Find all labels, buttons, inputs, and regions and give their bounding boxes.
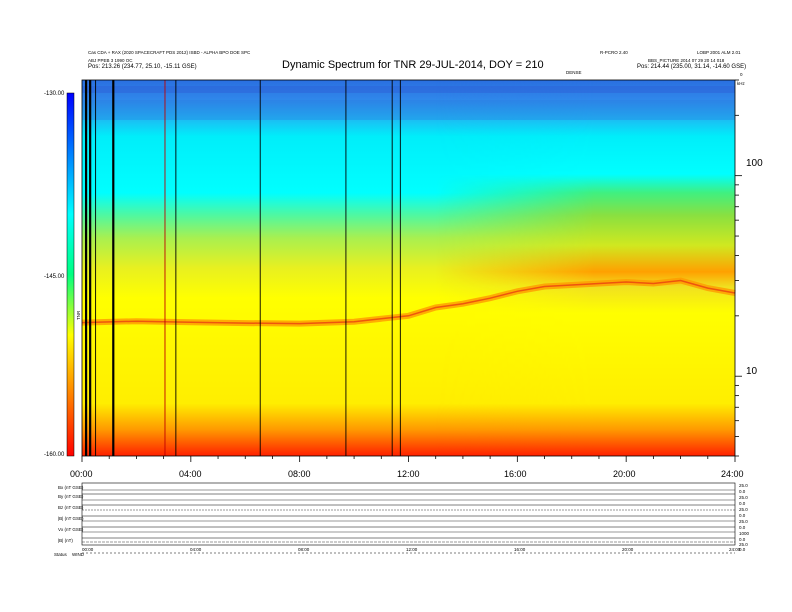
header-left-position: Pos: 213.26 (234.77, 25.10, -15.11 GSE)	[88, 64, 197, 70]
plasma-line-core	[81, 279, 736, 325]
panel-right-tick-11: 0.0	[739, 547, 746, 552]
panel-bottom-tick-5: 20:00	[622, 547, 634, 552]
y-axis-ticks	[735, 79, 742, 457]
panel-label-bmag: |B| (nT GSE)	[58, 516, 84, 521]
panel-bottom-tick-1: 04:00	[190, 547, 202, 552]
header-left-line2: ABJ PPEB 3 1990 OC	[88, 58, 133, 63]
panel-right-tick-1: 0.0	[739, 489, 746, 494]
panel-right-tick-9: 0.0	[739, 537, 746, 542]
panel-right-tick-3: 0.0	[739, 501, 746, 506]
x-tick-label-1: 04:00	[179, 469, 202, 479]
x-tick-label-3: 12:00	[397, 469, 420, 479]
colorbar	[66, 92, 75, 457]
panel-right-tick-0: 25.0	[739, 483, 748, 488]
header-left-line1: Cas CDA + RAX (2020 SPACECRAFT PDS 2012)…	[88, 50, 251, 55]
panel-right-tick-10: 25.0	[739, 542, 748, 547]
chart-title: Dynamic Spectrum for TNR 29-JUL-2014, DO…	[282, 59, 544, 71]
colorbar-tick-label-mid: -145.00	[44, 274, 65, 280]
panel-label-bx: Bx (nT GSE)	[58, 485, 84, 490]
header-small-label-right: kHz	[737, 81, 745, 86]
header-right-line2: BBS_PICTURE 2014 07 29 20 14 018	[648, 58, 725, 63]
header-right-top-right: LOBP 2001 ALM 2.01	[697, 50, 741, 55]
panel-bottom-tick-0: 00:00	[82, 547, 94, 552]
panel-label-bz: Bz (nT GSE)	[58, 505, 84, 510]
y-tick-label-10: 10	[746, 366, 758, 377]
x-tick-label-6: 24:00	[721, 469, 744, 479]
vertical-data-lines	[84, 80, 401, 456]
header-right-position: Pos: 214.44 (235.00, 31.14, -14.60 GSE)	[637, 64, 747, 70]
y-tick-label-100: 100	[746, 158, 763, 169]
header-zero-label: 0	[740, 72, 743, 77]
panel-bottom-tick-6: 24:00	[729, 547, 741, 552]
colorbar-tick-label-top: -130.00	[44, 91, 65, 97]
status-value: WIND	[72, 552, 84, 557]
header-right-top-left: R-PCRO 2.40	[600, 50, 628, 55]
colorbar-tick-label-bottom: -160.00	[44, 452, 65, 458]
x-axis-ticks	[81, 456, 736, 462]
lower-panels	[81, 482, 736, 554]
spectrum-panel	[81, 79, 742, 462]
panel-bottom-tick-2: 08:00	[298, 547, 310, 552]
panel-right-tick-5: 0.0	[739, 513, 746, 518]
panel-right-tick-4: 25.0	[739, 507, 748, 512]
panel-right-tick-2: 25.0	[739, 495, 748, 500]
status-label: Status	[54, 552, 67, 557]
x-tick-label-4: 16:00	[504, 469, 527, 479]
x-tick-label-0: 00:00	[70, 469, 93, 479]
plasma-frequency-line	[81, 277, 736, 327]
panel-label-by: By (nT GSE)	[58, 494, 84, 499]
panel-bottom-tick-4: 16:00	[514, 547, 526, 552]
panel-right-tick-6: 25.0	[739, 519, 748, 524]
panel-bottom-tick-3: 12:00	[406, 547, 418, 552]
panel-label-b: |B| (nT)	[58, 538, 73, 543]
panel-right-tick-8: 1000	[739, 531, 750, 536]
panel-right-tick-7: 0.0	[739, 525, 746, 530]
x-tick-label-5: 20:00	[613, 469, 636, 479]
x-tick-label-2: 08:00	[288, 469, 311, 479]
panel-label-vx: Vx (nT GSE)	[58, 527, 84, 532]
header-small-label-mid: DENSE	[566, 70, 582, 75]
